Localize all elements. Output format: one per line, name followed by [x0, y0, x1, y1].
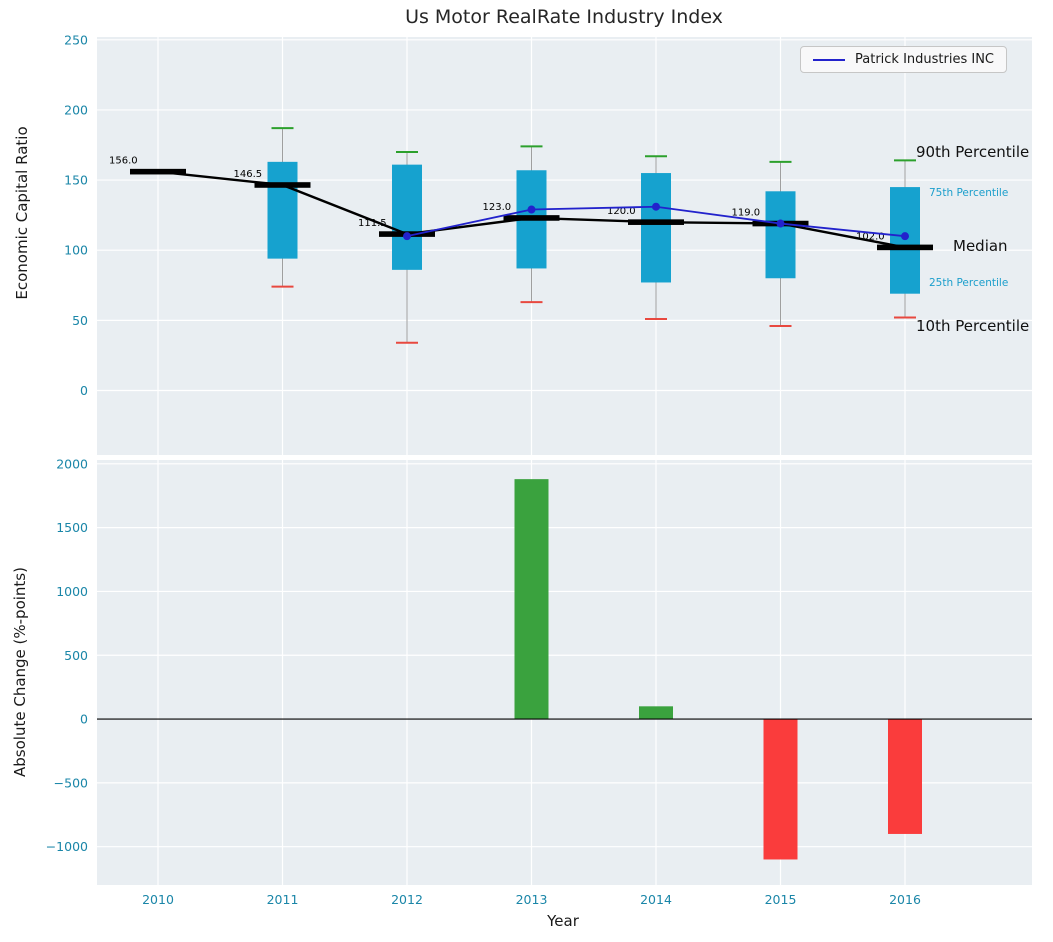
top-panel-bg [97, 37, 1032, 455]
y-tick-label: 2000 [56, 456, 88, 471]
x-tick-label: 2011 [267, 892, 299, 907]
x-tick-label: 2013 [516, 892, 548, 907]
median-marker-2013 [503, 215, 560, 221]
median-marker-2011 [254, 182, 311, 188]
y-tick-label: 0 [80, 383, 88, 398]
median-value-label-2016: 102.0 [856, 231, 885, 242]
y-tick-label: 500 [64, 648, 88, 663]
median-value-label-2011: 146.5 [234, 169, 263, 180]
x-tick-label: 2010 [142, 892, 174, 907]
company-marker [403, 232, 411, 241]
y-tick-label: 100 [64, 243, 88, 258]
bottom-y-axis-label: Absolute Change (%-points) [11, 567, 29, 777]
y-tick-label: 0 [80, 712, 88, 727]
annotation-25th-percentile: 25th Percentile [929, 277, 1009, 289]
company-marker [901, 232, 909, 241]
gridlines [97, 37, 1032, 885]
annotation-median: Median [953, 237, 1008, 255]
y-tick-label: 50 [72, 313, 88, 328]
x-axis-label: Year [547, 912, 579, 930]
annotation-75th-percentile: 75th Percentile [929, 187, 1009, 199]
legend: Patrick Industries INC [800, 46, 1008, 73]
median-value-label-2012: 111.5 [358, 218, 387, 229]
change-bar-2016 [888, 719, 922, 834]
iqr-box-2012 [392, 164, 422, 270]
y-tick-label: −500 [54, 775, 88, 790]
median-marker-2010 [130, 168, 186, 175]
iqr-box-2016 [890, 187, 920, 294]
change-bar-2015 [763, 719, 798, 860]
annotation-90th-percentile: 90th Percentile [916, 143, 1030, 161]
annotation-10th-percentile: 10th Percentile [916, 317, 1030, 335]
iqr-box-2015 [765, 191, 796, 279]
iqr-box-2014 [641, 173, 671, 283]
y-tick-label: 200 [64, 102, 88, 117]
y-tick-label: 150 [64, 173, 88, 188]
y-tick-label: 1000 [56, 584, 88, 599]
x-tick-label: 2015 [765, 892, 797, 907]
change-bar-2013 [514, 479, 549, 720]
legend-label: Patrick Industries INC [855, 52, 995, 67]
y-tick-label: 1500 [56, 520, 88, 535]
x-tick-label: 2012 [391, 892, 423, 907]
company-marker [652, 202, 660, 211]
legend-line-sample [813, 58, 845, 61]
change-bar-2014 [639, 706, 673, 720]
top-y-axis-label: Economic Capital Ratio [13, 126, 31, 300]
chart-title: Us Motor RealRate Industry Index [405, 6, 723, 28]
iqr-box-2011 [267, 161, 298, 259]
median-value-label-2014: 120.0 [607, 206, 636, 217]
median-value-label-2010: 156.0 [109, 156, 138, 167]
x-tick-label: 2016 [889, 892, 921, 907]
median-value-label-2015: 119.0 [732, 208, 761, 219]
median-value-label-2013: 123.0 [483, 202, 512, 213]
company-marker [776, 219, 785, 228]
bottom-panel-bg [97, 460, 1032, 885]
median-marker-2014 [628, 219, 684, 225]
y-tick-label: 250 [64, 32, 88, 47]
x-tick-label: 2014 [640, 892, 672, 907]
company-marker [527, 205, 536, 214]
tick-labels: 0 50 100 150 200 250 −1000 −500 0 500 1000 1500 2000… [46, 32, 921, 907]
median-marker-2016 [877, 244, 933, 251]
y-tick-label: −1000 [46, 839, 88, 854]
